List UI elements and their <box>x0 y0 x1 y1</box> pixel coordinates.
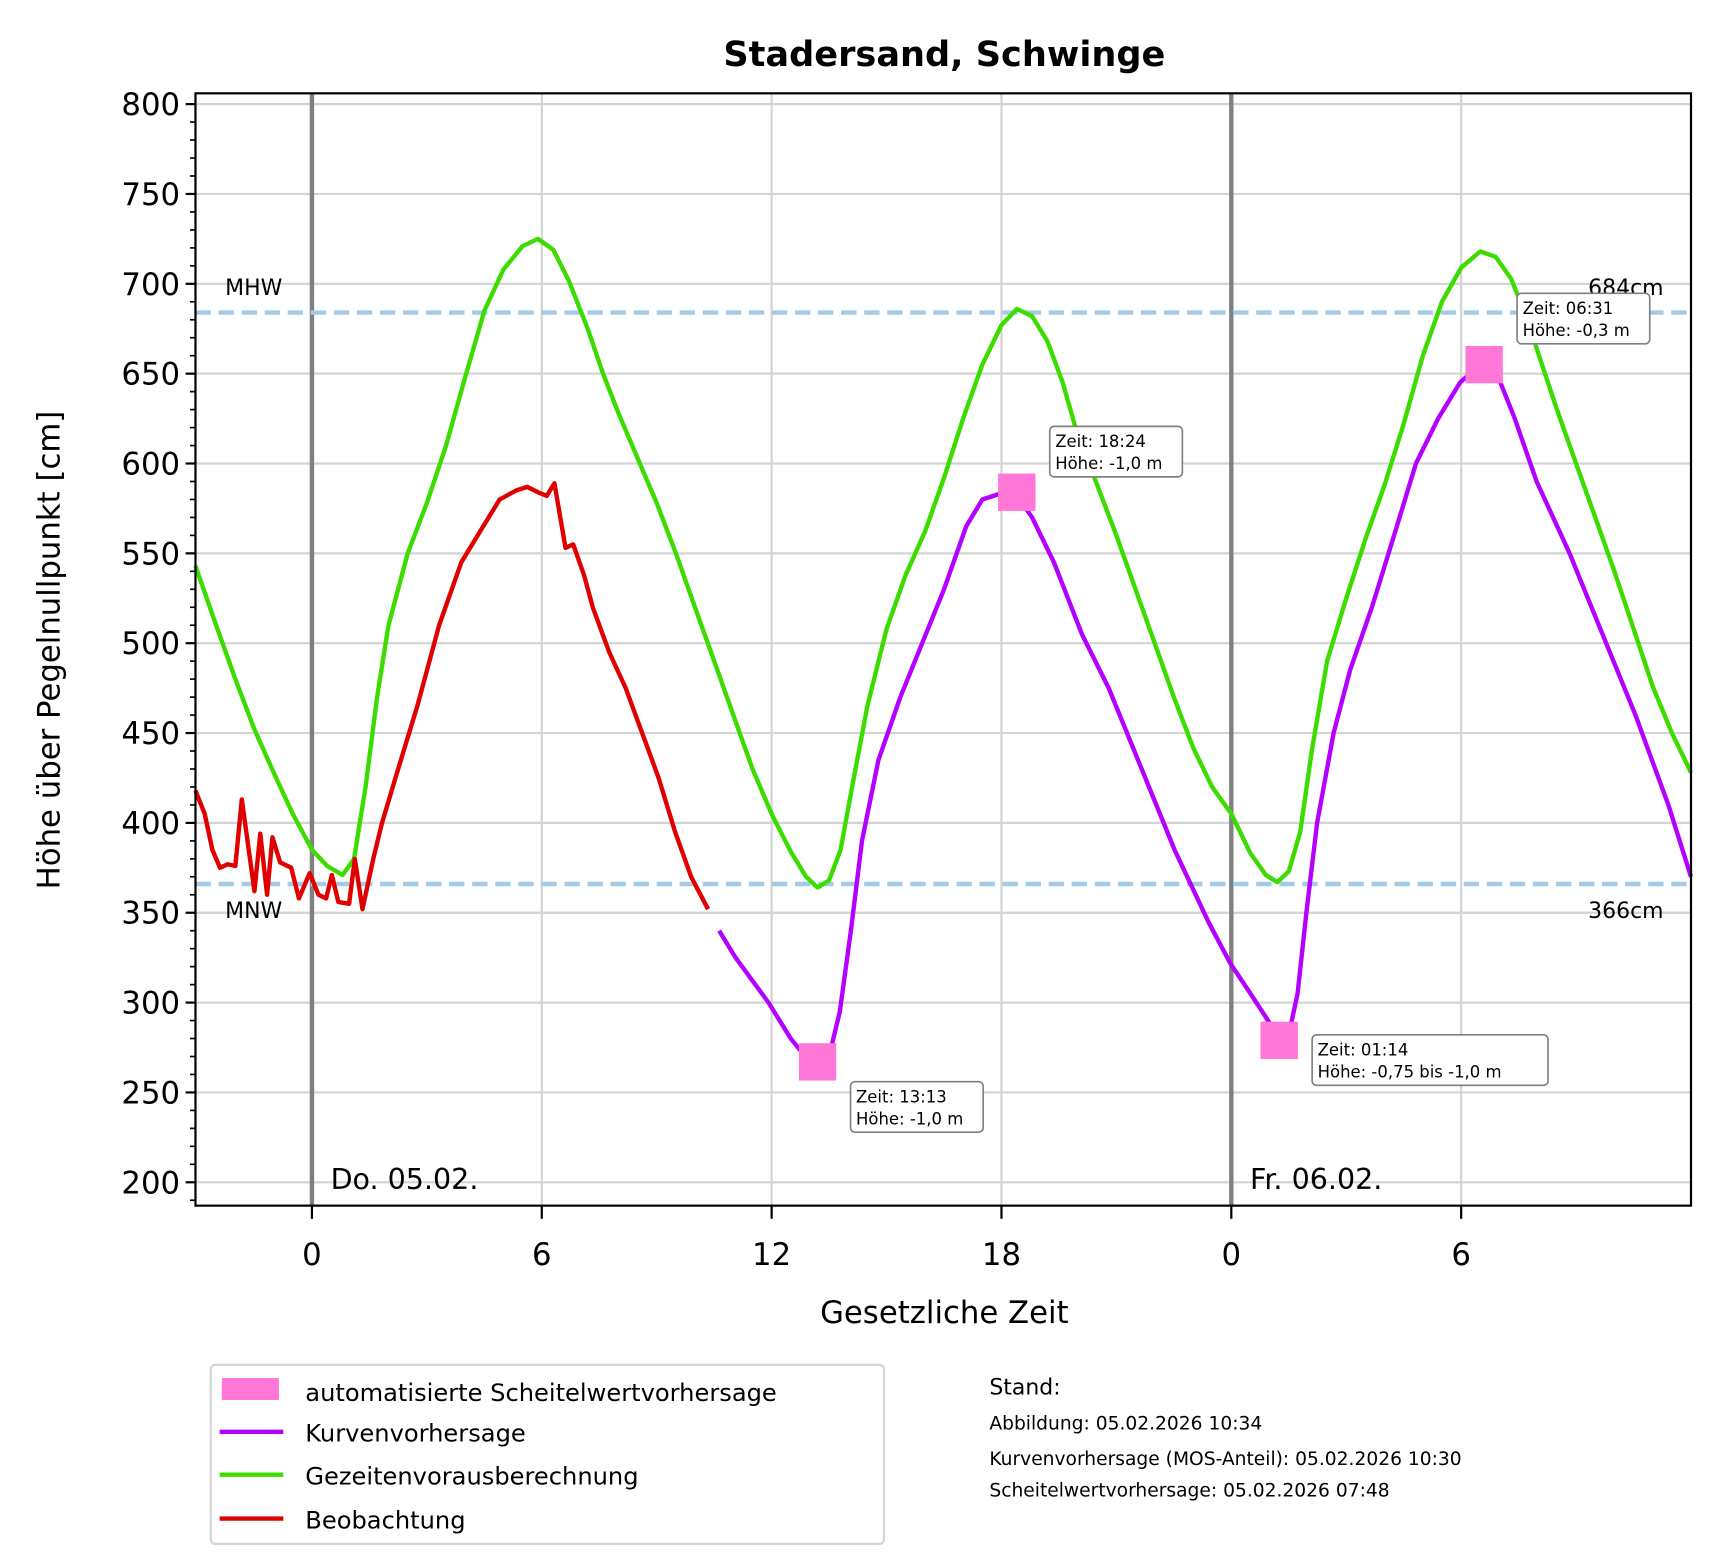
stand-abbildung: Abbildung: 05.02.2026 10:34 <box>989 1414 1262 1435</box>
annotation-box <box>1048 425 1184 478</box>
annotation-box <box>849 1080 985 1133</box>
reference-value-mnw: 366cm <box>1588 899 1663 924</box>
annotation-box <box>1516 292 1651 345</box>
crest-forecast-marker <box>1260 1021 1298 1059</box>
x-tick-label: 0 <box>302 1237 322 1273</box>
reference-label-mhw: MHW <box>225 276 282 301</box>
x-tick-label: 18 <box>982 1237 1021 1273</box>
legend-label-beobachtung: Beobachtung <box>305 1506 465 1534</box>
crest-forecast-marker <box>998 473 1036 511</box>
legend-label-marker: automatisierte Scheitelwertvorhersage <box>305 1379 777 1407</box>
stand-info: Stand: Abbildung: 05.02.2026 10:34 Kurve… <box>989 1376 1461 1502</box>
y-tick-label: 550 <box>121 536 180 572</box>
y-tick-label: 400 <box>121 806 180 842</box>
x-tick-label: 6 <box>532 1237 552 1273</box>
reference-label-mnw: MNW <box>225 899 282 924</box>
crest-annotation: Zeit: 13:13 Höhe: -1,0 m <box>849 1080 985 1133</box>
annotation-height: Höhe: -1,0 m <box>1055 454 1162 473</box>
stand-scheitelwert: Scheitelwertvorhersage: 05.02.2026 07:48 <box>989 1481 1389 1502</box>
legend-label-kurven: Kurvenvorhersage <box>305 1420 525 1448</box>
crest-annotation: Zeit: 18:24 Höhe: -1,0 m <box>1048 425 1184 478</box>
annotation-height: Höhe: -0,3 m <box>1523 321 1630 340</box>
y-tick-label: 600 <box>121 446 180 482</box>
stand-kurvenvorhersage: Kurvenvorhersage (MOS-Anteil): 05.02.202… <box>989 1449 1461 1470</box>
y-tick-label: 300 <box>121 986 180 1022</box>
legend: automatisierte Scheitelwertvorhersage Ku… <box>209 1363 886 1545</box>
crest-annotation: Zeit: 06:31 Höhe: -0,3 m <box>1516 292 1651 345</box>
annotation-time: Zeit: 06:31 <box>1523 299 1614 318</box>
annotation-height: Höhe: -1,0 m <box>856 1109 963 1128</box>
y-tick-label: 700 <box>121 267 180 303</box>
annotation-time: Zeit: 13:13 <box>856 1088 947 1107</box>
stand-title: Stand: <box>989 1376 1060 1401</box>
y-tick-label: 800 <box>121 87 180 123</box>
x-tick-label: 12 <box>752 1237 791 1273</box>
annotation-box <box>1311 1034 1549 1087</box>
crest-forecast-marker <box>1465 346 1503 384</box>
legend-marker-square <box>221 1378 279 1400</box>
crest-forecast-marker <box>798 1043 837 1081</box>
y-tick-label: 500 <box>121 626 180 662</box>
series-gezeitenvorausberechnung <box>193 236 1693 890</box>
axes-frame <box>194 92 1693 1207</box>
legend-label-gezeiten: Gezeitenvorausberechnung <box>305 1463 638 1491</box>
y-tick-label: 450 <box>121 716 180 752</box>
x-axis-label: Gesetzliche Zeit <box>820 1295 1069 1331</box>
day-label: Do. 05.02. <box>331 1163 479 1196</box>
y-tick-label: 650 <box>121 357 180 393</box>
y-tick-label: 750 <box>121 177 180 213</box>
axis-ticks: 200 250 300 350 400 450 500 550 600 650 700 750 800 0… <box>121 87 1471 1273</box>
grid: Do. 05.02. Fr. 06.02. <box>195 93 1692 1206</box>
y-tick-label: 250 <box>121 1075 180 1111</box>
series-beobachtung <box>193 481 710 912</box>
crest-annotation: Zeit: 01:14 Höhe: -0,75 bis -1,0 m <box>1311 1034 1549 1087</box>
y-axis-label: Höhe über Pegelnullpunkt [cm] <box>31 411 67 890</box>
x-tick-label: 0 <box>1222 1237 1242 1273</box>
x-tick-label: 6 <box>1451 1237 1471 1273</box>
annotation-time: Zeit: 18:24 <box>1055 432 1146 451</box>
annotation-time: Zeit: 01:14 <box>1318 1041 1409 1060</box>
legend-box <box>209 1363 886 1545</box>
y-tick-label: 200 <box>121 1165 180 1201</box>
annotation-height: Höhe: -0,75 bis -1,0 m <box>1318 1063 1502 1082</box>
day-label: Fr. 06.02. <box>1250 1163 1382 1196</box>
chart-title: Stadersand, Schwinge <box>723 34 1165 75</box>
y-tick-label: 350 <box>121 896 180 932</box>
